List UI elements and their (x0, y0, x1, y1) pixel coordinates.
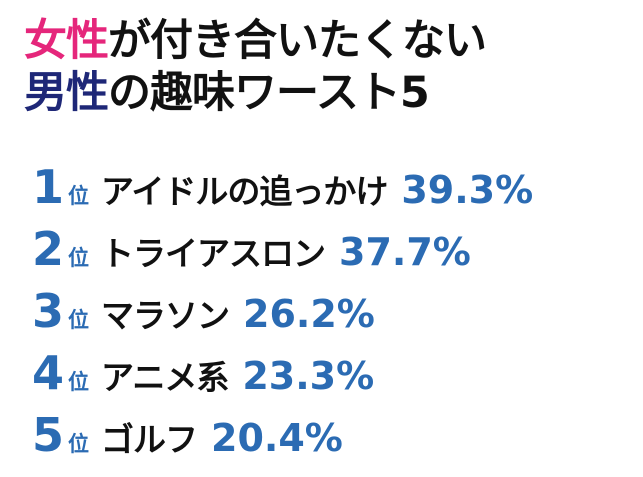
title-highlight: 女性 (24, 16, 109, 66)
ranking-row: 1 位アイドルの追っかけ 39.3% (28, 160, 533, 222)
percentage: 23.3% (242, 354, 375, 398)
hobby-name: アニメ系 (101, 358, 229, 397)
percentage: 20.4% (211, 416, 343, 460)
ranking-row: 5 位ゴルフ 20.4% (28, 408, 533, 470)
rank-suffix: 位 (68, 432, 89, 456)
rank-number: 1 (31, 160, 64, 214)
hobby-name: マラソン (101, 296, 230, 335)
rank-number: 2 (31, 222, 64, 276)
title-highlight: 男性 (24, 68, 109, 118)
ranking-row: 2 位トライアスロン 37.7% (28, 222, 533, 284)
ranking-row: 3 位マラソン 26.2% (28, 284, 533, 346)
title-text: の趣味ワースト5 (108, 68, 430, 118)
ranking-list: 1 位アイドルの追っかけ 39.3% 2 位トライアスロン 37.7% 3 位マラソン 26.2… (28, 160, 533, 470)
title-text: が付き合いたくない (108, 16, 487, 66)
title-line: 男性の趣味ワースト5 (24, 68, 430, 118)
rank-suffix: 位 (68, 308, 89, 332)
rank-suffix: 位 (68, 184, 89, 208)
hobby-name: アイドルの追っかけ (101, 172, 388, 211)
percentage: 37.7% (339, 230, 471, 274)
percentage: 39.3% (401, 168, 534, 212)
rank-suffix: 位 (68, 246, 89, 270)
percentage: 26.2% (243, 292, 375, 336)
ranking-row: 4 位アニメ系 23.3% (28, 346, 533, 408)
rank-number: 4 (31, 346, 64, 400)
rank-number: 3 (31, 284, 64, 338)
hobby-name: トライアスロン (101, 234, 326, 273)
title-line: 女性が付き合いたくない (24, 16, 487, 66)
rank-number: 5 (31, 408, 64, 462)
rank-suffix: 位 (68, 370, 89, 394)
hobby-name: ゴルフ (101, 420, 198, 459)
